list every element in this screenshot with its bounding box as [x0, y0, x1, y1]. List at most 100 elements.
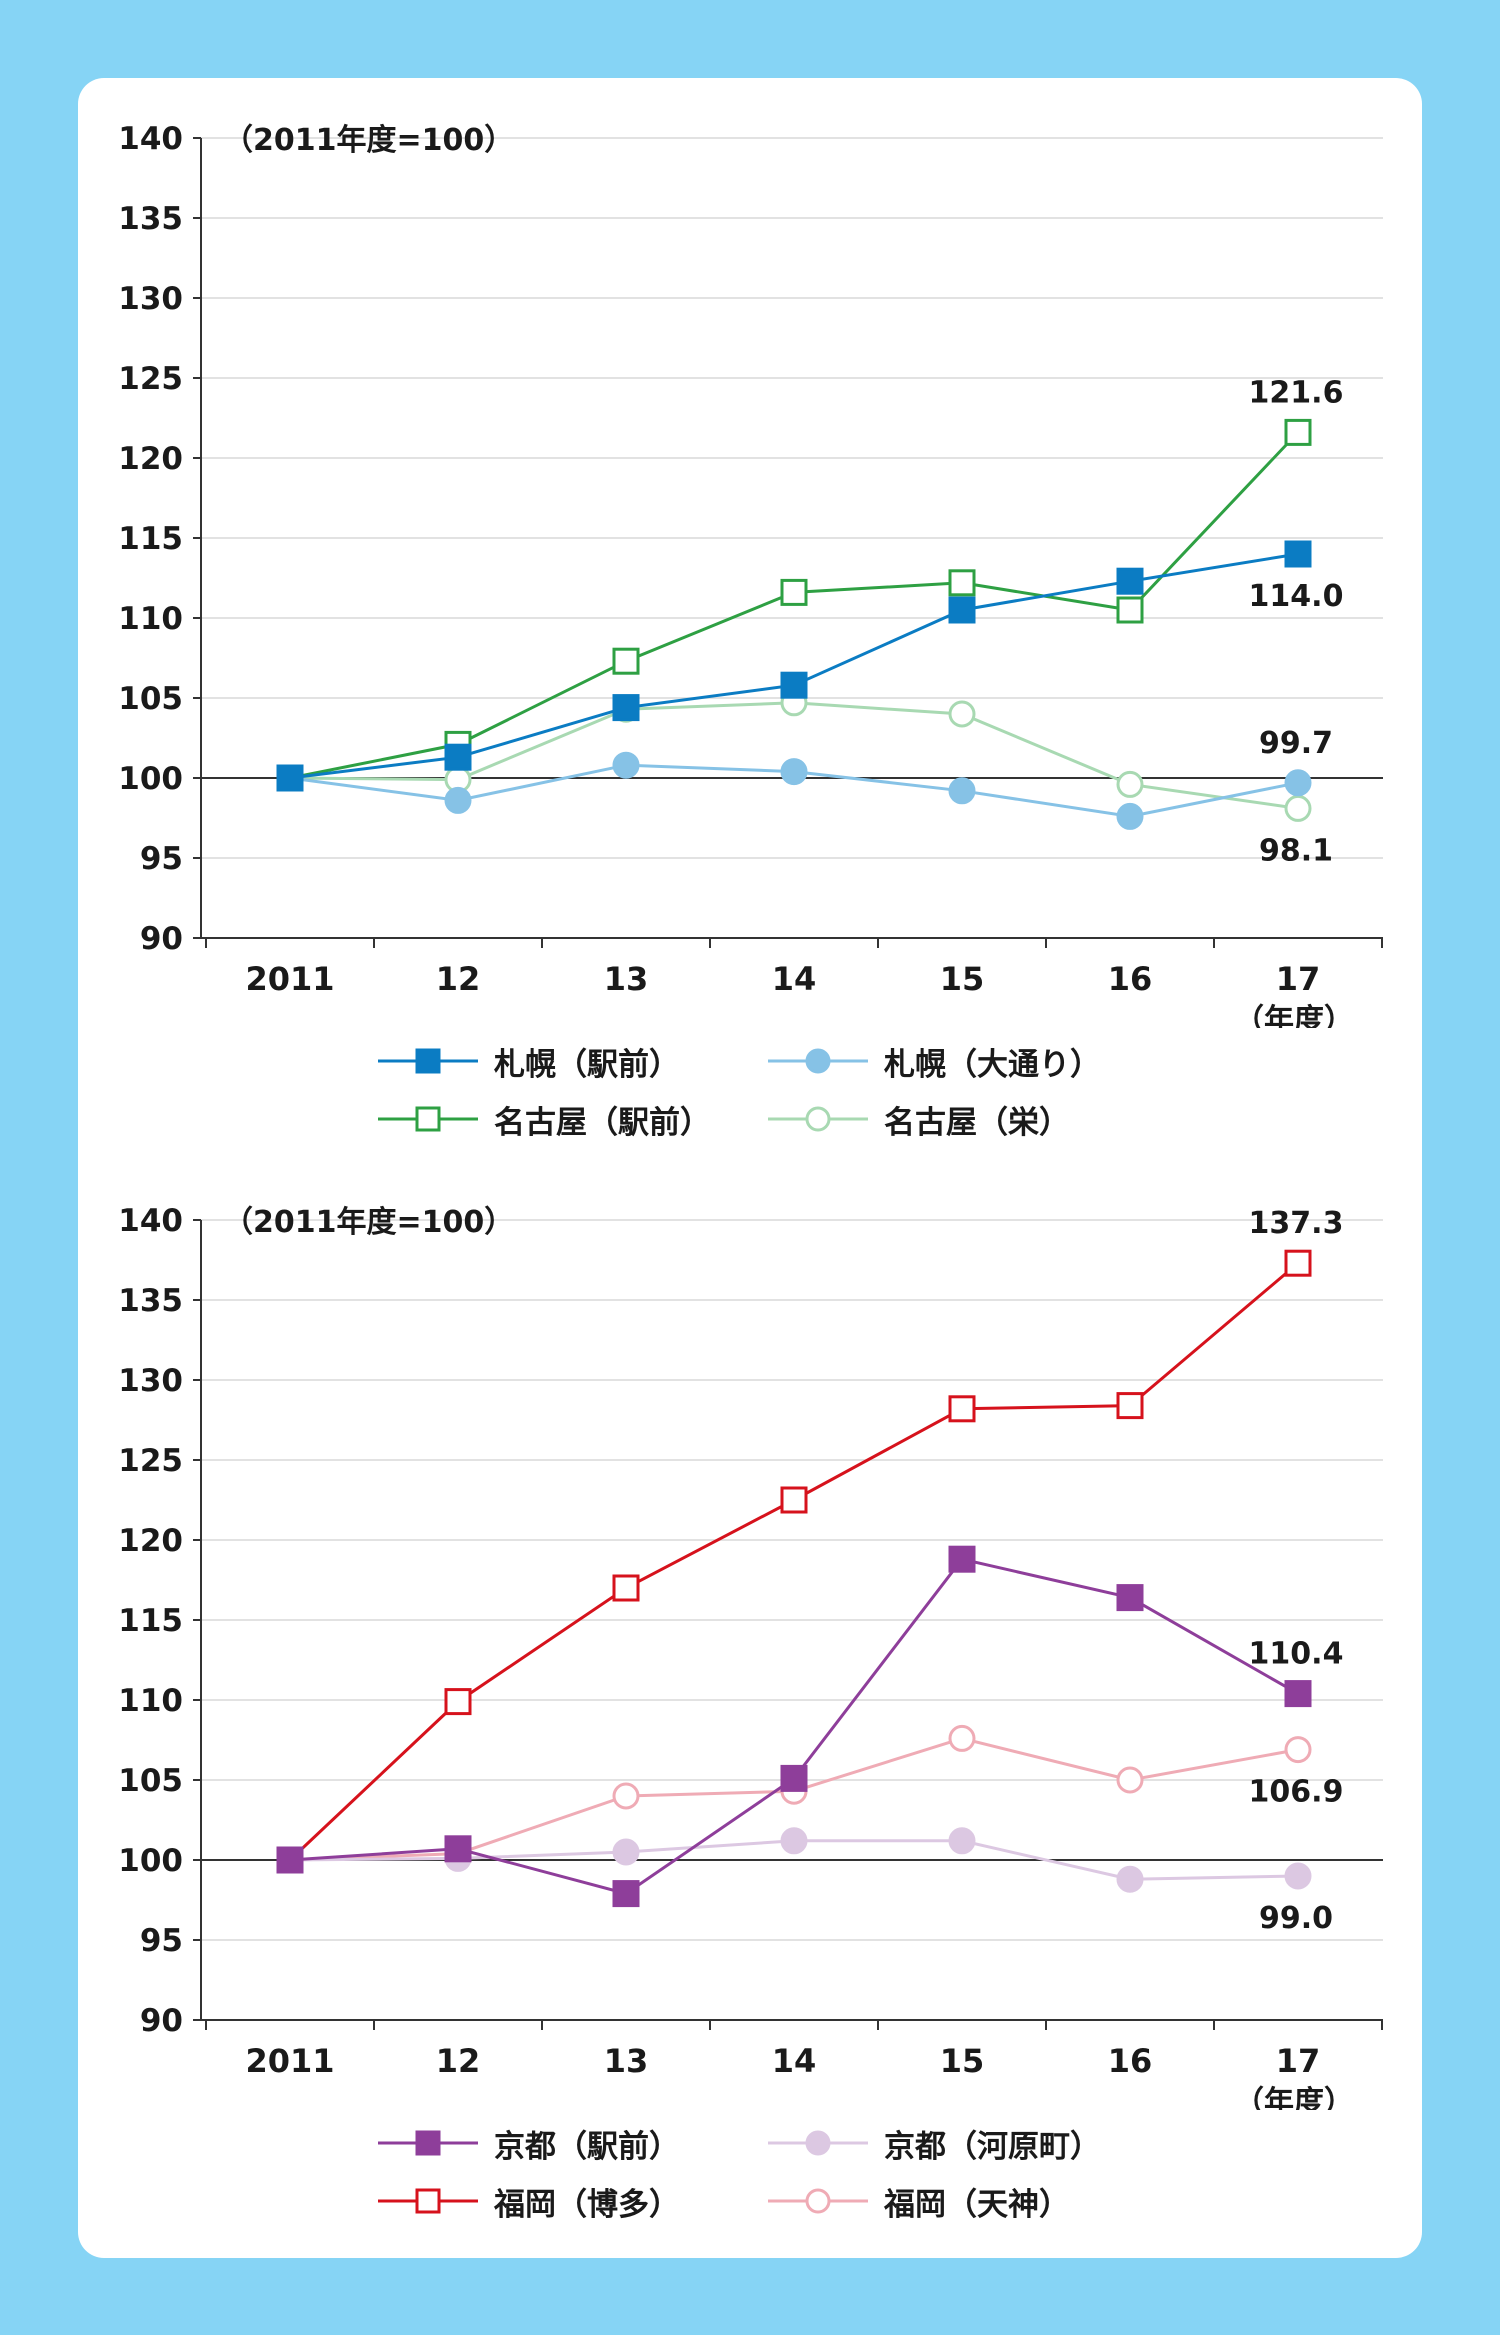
- data-point-marker: [276, 764, 304, 792]
- data-point-marker: [1284, 794, 1312, 822]
- legend-label: 名古屋（駅前）: [494, 1104, 711, 1141]
- data-point-marker: [612, 694, 640, 722]
- data-point-marker: [612, 1880, 640, 1908]
- data-point-marker: [805, 2130, 831, 2156]
- data-point-marker: [1116, 802, 1144, 830]
- x-tick-label: 13: [604, 2042, 649, 2080]
- y-tick-label: 130: [118, 1363, 183, 1399]
- legend-bottom: 京都（駅前） 京都（河原町） 福岡（博多） 福岡（天神）: [378, 2120, 1101, 2224]
- data-point-marker: [780, 578, 808, 606]
- y-tick-label: 140: [118, 121, 183, 157]
- data-point-marker: [780, 671, 808, 699]
- series-group: [276, 751, 1312, 830]
- data-point-marker: [1284, 1249, 1312, 1277]
- data-point-marker: [612, 751, 640, 779]
- legend-swatch-icon: [378, 2130, 478, 2156]
- x-unit-label: （年度）: [1234, 2085, 1354, 2110]
- data-point-marker: [415, 1106, 441, 1132]
- legend-item: 京都（駅前）: [378, 2120, 768, 2166]
- legend-swatch-icon: [768, 2188, 868, 2214]
- x-tick-label: 2011: [245, 2042, 334, 2080]
- data-point-marker: [948, 596, 976, 624]
- x-tick-label: 15: [940, 2042, 985, 2080]
- x-tick-label: 17: [1276, 2042, 1321, 2080]
- y-tick-label: 115: [118, 521, 183, 557]
- data-point-marker: [1116, 1865, 1144, 1893]
- x-tick-label: 14: [772, 2042, 817, 2080]
- y-tick-label: 135: [118, 1283, 183, 1319]
- unit-note: （2011年度=100）: [223, 123, 514, 158]
- data-point-marker: [612, 1838, 640, 1866]
- data-point-marker: [805, 1048, 831, 1074]
- legend-item: 福岡（博多）: [378, 2178, 768, 2224]
- legend-swatch-icon: [768, 2130, 868, 2156]
- data-point-marker: [948, 1827, 976, 1855]
- data-point-marker: [1116, 567, 1144, 595]
- series-line: [289, 701, 1299, 810]
- legend-label: 京都（河原町）: [884, 2128, 1101, 2165]
- y-tick-label: 90: [140, 921, 183, 957]
- legend-swatch-icon: [378, 1106, 478, 1132]
- x-tick-label: 15: [940, 960, 985, 998]
- legend-top: 札幌（駅前） 札幌（大通り） 名古屋（駅前） 名古屋（栄）: [378, 1038, 1101, 1142]
- legend-swatch-icon: [378, 1048, 478, 1074]
- data-point-marker: [612, 1574, 640, 1602]
- data-label: 99.7: [1259, 726, 1333, 761]
- legend-label: 札幌（大通り）: [884, 1046, 1101, 1083]
- legend-item: 名古屋（栄）: [768, 1096, 1098, 1142]
- x-tick-label: 17: [1276, 960, 1321, 998]
- data-label: 98.1: [1259, 833, 1333, 868]
- data-point-marker: [444, 743, 472, 771]
- x-tick-label: 16: [1108, 2042, 1153, 2080]
- data-point-marker: [1284, 1736, 1312, 1764]
- series-group: [276, 1545, 1312, 1908]
- legend-swatch-icon: [378, 2188, 478, 2214]
- y-tick-label: 125: [118, 1443, 183, 1479]
- x-tick-label: 12: [436, 960, 481, 998]
- data-point-marker: [1116, 1584, 1144, 1612]
- chart-panel: 140 135 130 125 120 115 110 105 100 95 90 2011 12 13 1…: [78, 78, 1422, 2258]
- data-point-marker: [805, 2188, 831, 2214]
- data-point-marker: [415, 1048, 441, 1074]
- legend-swatch-icon: [768, 1106, 868, 1132]
- y-tick-label: 95: [140, 1923, 183, 1959]
- y-tick-label: 105: [118, 1763, 183, 1799]
- data-point-marker: [780, 1764, 808, 1792]
- y-tick-label: 130: [118, 281, 183, 317]
- data-label: 99.0: [1259, 1901, 1333, 1936]
- data-point-marker: [415, 2188, 441, 2214]
- y-tick-label: 120: [118, 441, 183, 477]
- data-label: 137.3: [1249, 1206, 1344, 1241]
- y-tick-label: 125: [118, 361, 183, 397]
- x-unit-label: （年度）: [1234, 1003, 1354, 1028]
- data-point-marker: [948, 569, 976, 597]
- x-tick-label: 13: [604, 960, 649, 998]
- data-point-marker: [415, 2130, 441, 2156]
- legend-item: 札幌（駅前）: [378, 1038, 768, 1084]
- y-tick-label: 100: [118, 1843, 183, 1879]
- data-label: 114.0: [1249, 579, 1344, 614]
- legend-label: 福岡（博多）: [494, 2186, 680, 2223]
- x-tick-label: 12: [436, 2042, 481, 2080]
- legend-label: 名古屋（栄）: [884, 1104, 1070, 1141]
- y-tick-label: 115: [118, 1603, 183, 1639]
- data-point-marker: [948, 1545, 976, 1573]
- data-point-marker: [612, 647, 640, 675]
- y-tick-label: 135: [118, 201, 183, 237]
- legend-item: 京都（河原町）: [768, 2120, 1101, 2166]
- data-label: 121.6: [1249, 375, 1344, 410]
- chart-bottom: 140 135 130 125 120 115 110 105 100 95 90 2011 12 13 1…: [118, 1203, 1383, 2110]
- unit-note: （2011年度=100）: [223, 1205, 514, 1240]
- data-point-marker: [276, 1846, 304, 1874]
- data-point-marker: [948, 777, 976, 805]
- data-point-marker: [948, 1395, 976, 1423]
- data-point-marker: [780, 1827, 808, 1855]
- data-point-marker: [1284, 769, 1312, 797]
- data-point-marker: [612, 1782, 640, 1810]
- y-tick-label: 90: [140, 2003, 183, 2039]
- legend-item: 名古屋（駅前）: [378, 1096, 768, 1142]
- data-point-marker: [948, 1724, 976, 1752]
- data-point-marker: [1116, 770, 1144, 798]
- legend-label: 京都（駅前）: [494, 2128, 680, 2165]
- data-point-marker: [1284, 540, 1312, 568]
